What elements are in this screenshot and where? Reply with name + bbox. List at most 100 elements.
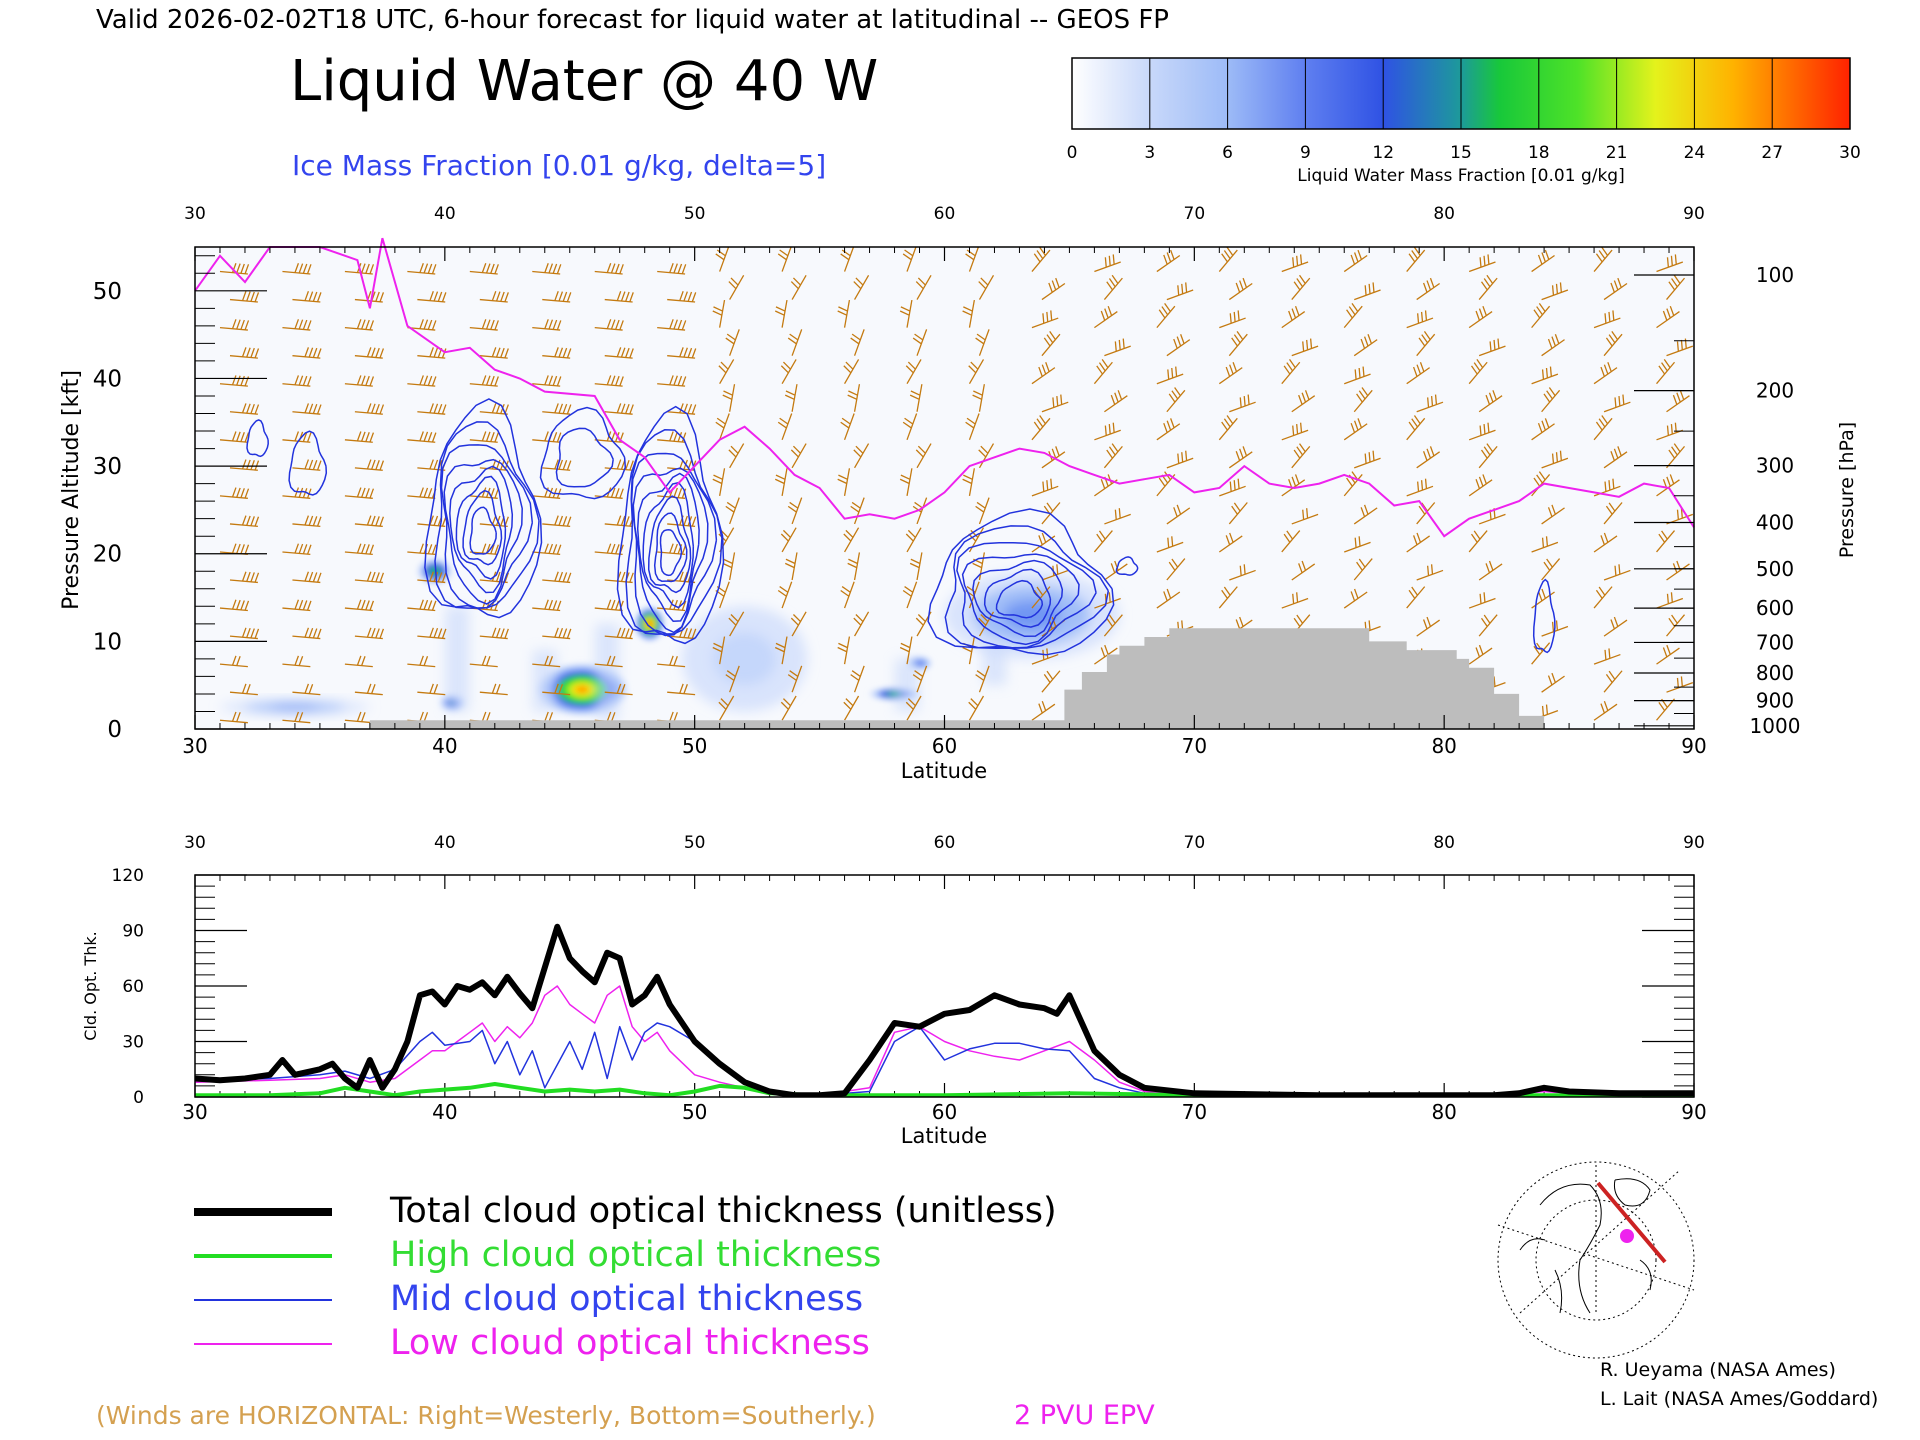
wind-barb — [850, 665, 865, 693]
wind-barb-feather — [1658, 365, 1666, 375]
wind-barb-shaft — [594, 270, 623, 275]
wind-barb-feather — [562, 347, 568, 358]
wind-barb-feather — [298, 543, 304, 554]
wind-barb-shaft — [1353, 558, 1373, 581]
wind-barb-feather — [356, 431, 362, 442]
wind-barb-feather — [718, 365, 727, 374]
wind-barb-feather — [1541, 705, 1545, 716]
wind-barb-shaft — [1541, 289, 1569, 301]
wind-barb-feather — [379, 460, 385, 471]
wind-barb-feather — [304, 627, 310, 638]
wind-barb-feather — [1489, 341, 1492, 352]
wind-barb-shaft — [1593, 535, 1618, 553]
wind-barb-feather — [669, 319, 674, 329]
wind-barb-feather — [429, 627, 434, 638]
wind-barb-feather — [494, 264, 499, 274]
wind-barb-shaft — [1531, 373, 1559, 385]
wind-barb — [292, 403, 322, 415]
wind-barb-feather — [1167, 537, 1170, 548]
wind-barb-shaft — [354, 635, 383, 640]
wind-barb-shaft — [1468, 530, 1488, 553]
wind-barb-feather — [1107, 305, 1113, 316]
wind-barb-feather — [905, 533, 914, 542]
colorbar-tick-label: 21 — [1606, 143, 1628, 163]
wind-barb-shaft — [1406, 485, 1434, 497]
wind-barb — [1593, 700, 1618, 721]
wind-barb-feather — [1306, 508, 1309, 519]
wind-barb — [1354, 282, 1381, 301]
wind-barb-shaft — [978, 497, 990, 525]
wind-barb-feather — [1551, 672, 1556, 683]
wind-barb-feather — [629, 460, 634, 471]
wind-barb — [292, 571, 322, 584]
wind-barb-feather — [306, 264, 312, 274]
wind-barb-feather — [1663, 359, 1671, 368]
wind-barb-feather — [441, 628, 447, 639]
wind-barb-feather — [1046, 334, 1054, 344]
wind-barb-shaft — [1593, 485, 1621, 497]
wind-barb-feather — [1598, 250, 1606, 260]
wind-barb — [728, 611, 745, 637]
wind-barb — [1343, 249, 1368, 273]
wind-barb-feather — [1671, 614, 1678, 624]
bottom-x-axis-label: Latitude — [901, 1124, 987, 1148]
wind-barb-shaft — [219, 663, 248, 668]
wind-barb — [1666, 274, 1686, 300]
wind-barb-feather — [1545, 536, 1549, 547]
wind-barb — [1228, 277, 1253, 301]
wind-barb — [532, 655, 561, 668]
wind-barb-feather — [683, 571, 688, 582]
wind-barb-feather — [1350, 422, 1356, 433]
wind-barb-feather — [1426, 280, 1432, 291]
ice-contour — [625, 429, 723, 635]
wind-barb-shaft — [1166, 507, 1191, 525]
wind-barb-shaft — [219, 270, 248, 275]
wind-barb-feather — [298, 487, 304, 498]
colorbar-tick-label: 12 — [1372, 143, 1394, 163]
wind-barb — [542, 683, 571, 696]
wind-barb-shaft — [1228, 502, 1248, 525]
wind-barb-feather — [1299, 422, 1303, 433]
wind-barb-feather — [691, 516, 697, 527]
wind-barb-feather — [1104, 425, 1107, 436]
wind-barb-feather — [1110, 563, 1116, 574]
wind-barb-feather — [679, 291, 684, 301]
wind-barb-feather — [294, 543, 300, 554]
wind-barb-feather — [1171, 367, 1174, 379]
wind-barb-shaft — [854, 275, 870, 300]
wind-barb-feather — [1038, 703, 1043, 714]
wind-barb — [1156, 588, 1181, 609]
wind-barb-feather — [312, 460, 318, 470]
wind-barb-feather — [1368, 452, 1371, 463]
wind-barb-feather — [687, 403, 693, 414]
wind-barb-feather — [847, 394, 858, 400]
wind-barb-shaft — [844, 527, 860, 553]
wind-barb-feather — [845, 361, 854, 370]
wind-barb-feather — [615, 375, 620, 386]
wind-barb-shaft — [843, 468, 851, 497]
wind-barb-feather — [1547, 338, 1553, 349]
wind-barb-feather — [244, 432, 250, 443]
wind-barb-feather — [681, 432, 687, 443]
wind-barb-feather — [1358, 390, 1366, 400]
wind-barb-feather — [1544, 418, 1550, 428]
wind-barb-feather — [1680, 676, 1683, 687]
wind-barb — [1219, 310, 1246, 329]
wind-barb-feather — [789, 333, 799, 341]
wind-barb-feather — [375, 460, 380, 470]
wind-barb-feather — [371, 347, 376, 358]
wind-barb-feather — [1043, 673, 1051, 683]
wind-barb-feather — [369, 488, 375, 499]
wind-barb-feather — [909, 394, 920, 400]
wind-barb — [469, 655, 498, 668]
wind-barb-feather — [837, 478, 848, 485]
wind-barb-feather — [375, 572, 380, 583]
wind-barb-feather — [361, 263, 366, 274]
wind-barb-feather — [914, 670, 924, 677]
wind-barb-feather — [716, 249, 726, 257]
wind-barb — [657, 263, 687, 275]
wind-barb — [1541, 282, 1569, 301]
wind-barb — [1468, 644, 1493, 665]
wind-barb-feather — [375, 516, 380, 526]
wind-barb-feather — [1363, 504, 1369, 515]
